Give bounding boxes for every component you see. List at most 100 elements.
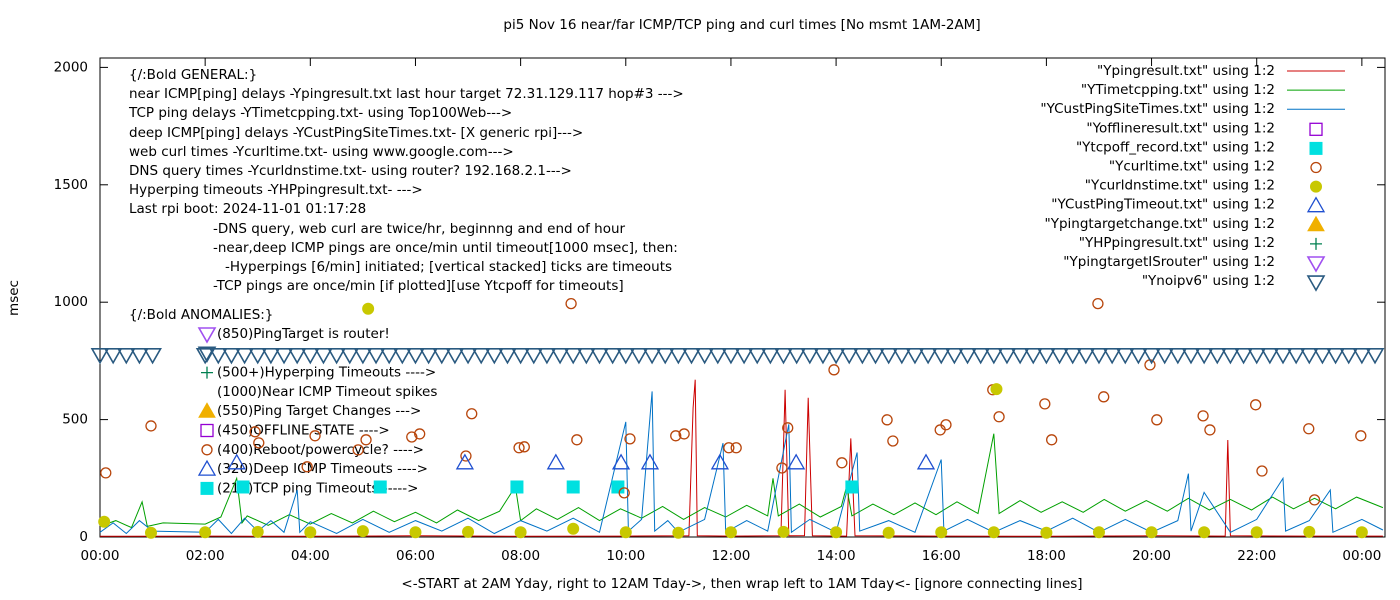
data-point — [518, 441, 530, 453]
annotation: -near,deep ICMP pings are once/min until… — [213, 240, 678, 256]
x-tick-label: 20:00 — [1132, 548, 1171, 564]
annotation-symbol — [197, 327, 217, 344]
annotation: -TCP pings are once/min [if plotted][use… — [213, 278, 624, 294]
data-point — [984, 347, 1004, 365]
data-point — [90, 347, 110, 365]
data-point — [971, 347, 991, 365]
data-point — [1098, 391, 1110, 403]
legend-label: "YCustPingSiteTimes.txt" using 1:2 — [1040, 101, 1275, 117]
data-point — [1256, 465, 1268, 477]
data-point — [498, 347, 517, 365]
data-line — [99, 391, 1384, 535]
legend-marker — [1307, 215, 1325, 232]
annotation-symbol — [200, 423, 214, 438]
y-tick-label: 1000 — [54, 294, 88, 310]
legend-marker — [1309, 141, 1323, 155]
data-point — [251, 525, 264, 538]
data-point — [1168, 347, 1188, 365]
data-point — [143, 347, 162, 365]
plot-frame — [99, 57, 1386, 538]
data-point — [782, 422, 794, 434]
data-point — [409, 526, 422, 539]
data-line — [99, 433, 1384, 529]
data-point — [852, 347, 872, 365]
legend-label: "Yofflineresult.txt" using 1:2 — [1086, 120, 1275, 136]
legend-label: "Ytcpoff_record.txt" using 1:2 — [1076, 139, 1275, 155]
annotation: (550)Ping Target Changes ---> — [217, 403, 421, 419]
annotation: (210)TCP ping Timeouts -----> — [217, 480, 419, 496]
x-tick-label: 06:00 — [396, 548, 435, 564]
data-point — [301, 461, 313, 473]
data-point — [993, 411, 1005, 423]
data-point — [800, 347, 820, 365]
data-point — [695, 347, 715, 365]
x-tick-label: 02:00 — [186, 548, 225, 564]
data-point — [510, 480, 524, 494]
annotation: web curl times -Ycurltime.txt- using www… — [129, 144, 514, 160]
annotation: (850)PingTarget is router! — [217, 326, 390, 342]
data-point — [845, 480, 859, 494]
data-point — [866, 347, 885, 365]
data-point — [836, 457, 848, 469]
x-tick-label: 04:00 — [291, 548, 330, 564]
legend-label: "Ycurltime.txt" using 1:2 — [1109, 159, 1275, 175]
legend-label: "YCustPingTimeout.txt" using 1:2 — [1051, 197, 1275, 213]
legend-label: "Ycurldnstime.txt" using 1:2 — [1085, 178, 1275, 194]
data-point — [747, 347, 767, 365]
data-point — [524, 347, 544, 365]
data-point — [839, 347, 859, 365]
annotation: Hyperping timeouts -YHPpingresult.txt- -… — [129, 182, 423, 198]
legend-marker — [1310, 161, 1322, 174]
data-point — [222, 347, 241, 365]
data-point — [905, 347, 925, 365]
data-point — [471, 347, 491, 365]
data-point — [678, 428, 690, 440]
data-point — [881, 414, 893, 426]
data-point — [828, 364, 840, 376]
data-point — [642, 347, 662, 365]
annotation-symbol — [201, 366, 213, 379]
data-point — [611, 480, 625, 494]
x-tick-label: 22:00 — [1237, 548, 1276, 564]
data-point — [887, 435, 899, 447]
annotation: TCP ping delays -YTimetcpping.txt- using… — [128, 105, 512, 121]
data-point — [511, 347, 531, 365]
data-point — [682, 347, 701, 365]
annotation: (400)Reboot/powercycle? ----> — [217, 442, 424, 458]
data-point — [1221, 347, 1240, 365]
data-point — [1145, 526, 1158, 539]
data-point — [940, 419, 952, 431]
x-tick-label: 00:00 — [1342, 548, 1381, 564]
data-point — [1115, 347, 1135, 365]
data-point — [1273, 347, 1293, 365]
data-point — [392, 347, 412, 365]
data-point — [1129, 347, 1148, 365]
y-tick-label: 2000 — [54, 59, 88, 75]
x-tick-label: 12:00 — [711, 548, 750, 564]
data-point — [830, 526, 843, 539]
data-point — [1352, 347, 1372, 365]
data-point — [760, 347, 780, 365]
data-point — [1063, 347, 1083, 365]
data-point — [455, 453, 475, 470]
data-point — [1039, 398, 1051, 410]
data-point — [460, 450, 472, 462]
data-point — [997, 347, 1017, 365]
data-point — [590, 347, 609, 365]
chart-title: pi5 Nov 16 near/far ICMP/TCP ping and cu… — [503, 17, 980, 33]
data-point — [616, 347, 636, 365]
annotation: -DNS query, web curl are twice/hr, begin… — [213, 221, 626, 237]
data-point — [1247, 347, 1267, 365]
data-point — [309, 430, 321, 442]
data-point — [624, 433, 636, 445]
data-point — [1326, 347, 1345, 365]
data-point — [787, 347, 807, 365]
data-point — [466, 408, 478, 420]
data-point — [300, 347, 320, 365]
data-point — [935, 526, 948, 539]
annotation: DNS query times -Ycurldnstime.txt- using… — [129, 163, 572, 179]
data-point — [576, 347, 596, 365]
data-point — [462, 525, 475, 538]
